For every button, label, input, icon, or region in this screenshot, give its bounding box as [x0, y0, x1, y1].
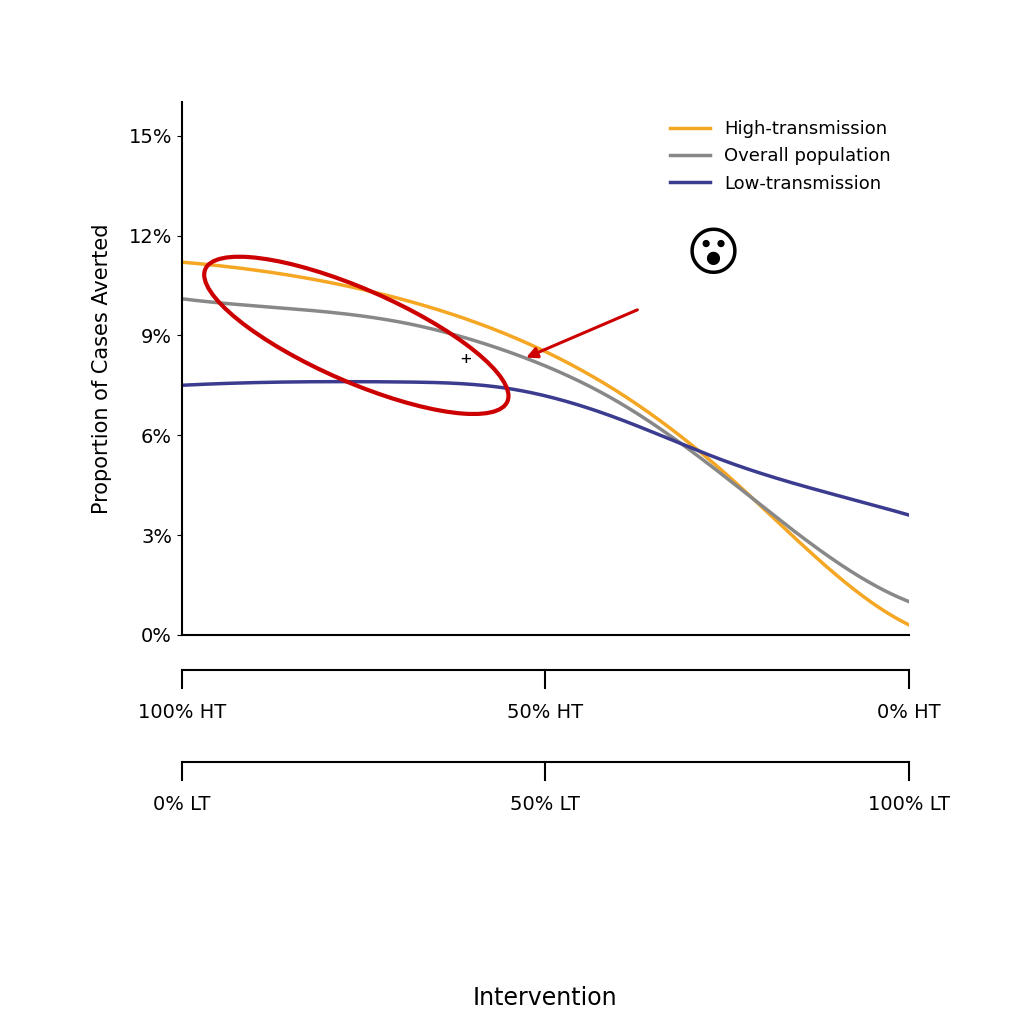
Low-transmission: [414, 376, 426, 388]
High-transmission: [701, 452, 713, 464]
Text: 😮: 😮: [685, 229, 740, 282]
Overall population: [701, 457, 713, 469]
Text: 100% LT: 100% LT: [868, 796, 950, 814]
Text: Intervention: Intervention: [473, 986, 618, 1011]
Line: Overall population: Overall population: [182, 299, 909, 602]
Text: 50% HT: 50% HT: [507, 703, 584, 722]
High-transmission: [704, 455, 716, 467]
Overall population: [633, 409, 645, 421]
Overall population: [264, 301, 276, 313]
Text: 0% HT: 0% HT: [878, 703, 940, 722]
Line: High-transmission: High-transmission: [182, 262, 909, 625]
Line: Low-transmission: Low-transmission: [182, 382, 909, 515]
Low-transmission: [706, 450, 718, 462]
Overall population: [704, 459, 716, 471]
Y-axis label: Proportion of Cases Averted: Proportion of Cases Averted: [92, 223, 112, 514]
Low-transmission: [264, 376, 276, 388]
High-transmission: [633, 399, 645, 412]
Low-transmission: [466, 378, 478, 390]
Low-transmission: [703, 449, 715, 461]
High-transmission: [464, 314, 476, 327]
Low-transmission: [903, 509, 915, 521]
Text: +: +: [460, 349, 471, 368]
Overall population: [413, 319, 425, 332]
Low-transmission: [176, 379, 188, 391]
Text: 50% LT: 50% LT: [510, 796, 581, 814]
High-transmission: [413, 298, 425, 310]
High-transmission: [264, 266, 276, 279]
High-transmission: [903, 618, 915, 631]
High-transmission: [176, 256, 188, 268]
Overall population: [903, 596, 915, 608]
Overall population: [464, 333, 476, 345]
Text: 0% LT: 0% LT: [154, 796, 210, 814]
Low-transmission: [635, 421, 647, 433]
Overall population: [176, 293, 188, 305]
Low-transmission: [336, 376, 348, 388]
Text: 100% HT: 100% HT: [137, 703, 226, 722]
Legend: High-transmission, Overall population, Low-transmission: High-transmission, Overall population, L…: [662, 112, 900, 202]
